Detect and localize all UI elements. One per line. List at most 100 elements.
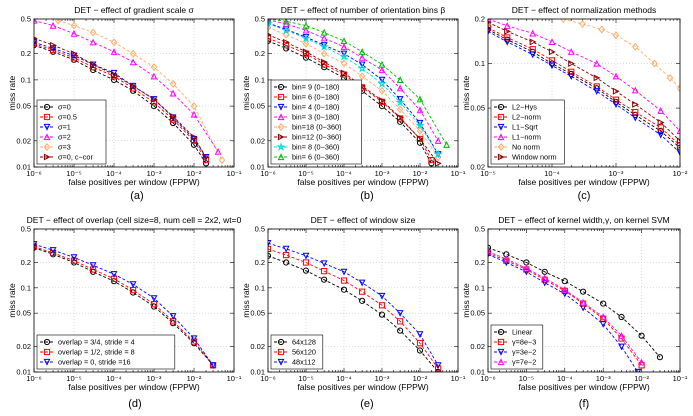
series-line: [488, 29, 680, 149]
x-tick-label: 10⁻⁴: [106, 169, 122, 178]
legend-label: overlap = 3/4, stride = 4: [58, 338, 135, 347]
series-line: [34, 43, 207, 161]
y-tick-label: 0.02: [470, 342, 485, 351]
legend-marker: [43, 143, 51, 151]
data-point: [209, 362, 217, 370]
series-line: [34, 243, 214, 366]
data-point: [612, 87, 620, 95]
data-point: [435, 365, 442, 372]
data-point: [378, 86, 386, 95]
data-point: [598, 25, 606, 34]
data-point: [593, 88, 601, 95]
det-panel: 10⁻⁶ 10⁻⁵ 10⁻⁴ 10⁻³ 10⁻² 10⁻¹ 0.01 0.02 0.05 0.1 0…: [7, 5, 242, 187]
y-tick-label: 0.05: [470, 104, 485, 113]
data-point: [567, 73, 575, 81]
y-axis-label: miss rate: [7, 283, 17, 318]
data-point: [502, 259, 510, 267]
plot-frame: [267, 18, 459, 168]
legend-label: γ=3e−2: [512, 348, 536, 357]
data-point: [302, 21, 310, 29]
data-point: [70, 254, 78, 262]
data-point: [612, 101, 620, 109]
data-point: [110, 48, 118, 55]
legend-marker: [497, 133, 505, 141]
data-point: [657, 127, 664, 135]
data-point: [548, 48, 556, 56]
data-point: [302, 252, 310, 260]
y-tick-label: 0.02: [250, 136, 265, 145]
data-point: [657, 124, 664, 131]
data-point: [214, 147, 222, 155]
data-point: [638, 358, 646, 366]
legend-label: L2−norm: [512, 113, 541, 122]
det-panel: 10⁻⁶ 10⁻⁵ 10⁻⁴ 10⁻³ 10⁻² 10⁻¹ 0.01 0.02 0.05 0.1 0…: [241, 5, 466, 187]
data-point: [34, 40, 38, 47]
data-point: [568, 68, 575, 75]
data-point: [676, 84, 680, 93]
plot-frame: [487, 18, 681, 168]
data-point: [541, 274, 549, 282]
x-tick-label: 10⁻⁴: [336, 374, 352, 383]
data-point: [340, 50, 348, 58]
legend-marker: [277, 133, 285, 141]
data-point: [416, 347, 424, 354]
data-point: [129, 58, 137, 66]
legend-label: σ=0, c−cor: [58, 153, 93, 162]
data-point: [150, 96, 158, 103]
data-point: [416, 135, 424, 143]
data-point: [504, 27, 511, 35]
x-tick-label: 10⁻²: [673, 169, 688, 178]
data-point: [504, 34, 511, 41]
data-point: [676, 142, 680, 149]
legend-label: overlap = 0, stride =16: [58, 358, 131, 367]
x-tick-label: 10⁻⁶: [26, 169, 41, 178]
chart-title: DET − effect of kernel width,γ, on kerne…: [498, 215, 669, 225]
data-point: [357, 63, 367, 73]
y-tick-label: 0.05: [16, 309, 31, 318]
data-point: [283, 38, 290, 46]
data-point: [676, 149, 680, 157]
y-tick-label: 0.1: [255, 283, 265, 292]
y-tick-label: 0.5: [21, 15, 31, 24]
data-point: [358, 61, 366, 69]
legend-marker: [43, 358, 51, 366]
data-point: [416, 106, 424, 114]
legend-label: σ=0.5: [58, 113, 77, 122]
chart-title: DET − effect of number of orientation bi…: [281, 5, 446, 15]
data-point: [169, 79, 177, 88]
data-point: [283, 259, 290, 266]
det-panel: 10⁻⁶ 10⁻⁵ 10⁻⁴ 10⁻³ 10⁻² 10⁻¹ 0.01 0.02 0.05 0.1 0…: [7, 215, 242, 392]
data-point: [110, 271, 118, 278]
x-axis-label: false positives per window (FPPW): [518, 177, 649, 187]
data-point: [378, 311, 386, 318]
data-point: [548, 38, 556, 46]
data-point: [612, 31, 620, 40]
legend-label: 64x128: [292, 338, 316, 347]
det-panel: 10⁻⁶ 10⁻⁵ 10⁻⁴ 10⁻³ 10⁻² 10⁻¹ 0.01 0.02 0.05 0.1 0…: [241, 215, 466, 392]
data-point: [340, 59, 348, 68]
x-tick-label: 10⁻⁴: [336, 169, 352, 178]
legend-label: L1−Sqrt: [512, 123, 538, 132]
data-point: [49, 41, 57, 49]
data-point: [560, 19, 567, 23]
data-point: [282, 19, 290, 25]
y-tick-label: 0.01: [16, 163, 31, 172]
data-point: [378, 103, 386, 110]
legend-marker: [43, 123, 51, 131]
data-point: [396, 96, 404, 103]
chart-title: DET − effect of normalization methods: [512, 5, 657, 15]
data-point: [340, 268, 348, 276]
data-point: [656, 354, 664, 361]
data-point: [340, 37, 348, 45]
data-point: [319, 41, 329, 51]
legend-label: σ=0: [58, 103, 71, 112]
series-line: [488, 251, 642, 363]
series-line: [268, 255, 439, 372]
x-tick-label: 10⁻³: [596, 374, 611, 383]
x-axis-label: false positives per window (FPPW): [68, 177, 199, 187]
x-tick-label: 10⁻³: [147, 374, 162, 383]
x-tick-label: 10⁻⁵: [480, 169, 495, 178]
data-point: [34, 241, 38, 248]
legend-label: L2−Hys: [512, 103, 537, 112]
